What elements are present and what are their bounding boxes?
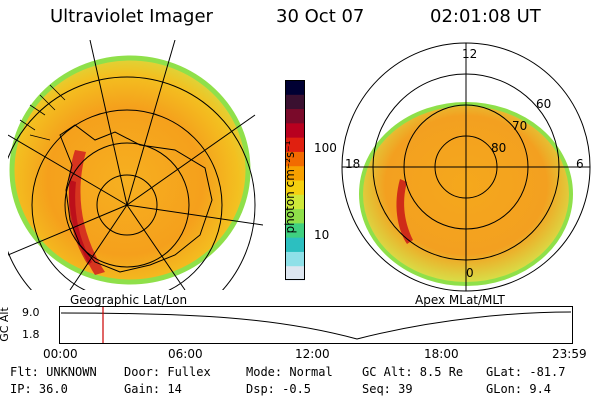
mlt-label-18: 18 [345, 157, 361, 171]
colorbar-band [285, 194, 305, 210]
colorbar-band [285, 222, 305, 238]
left-panel-caption: Geographic Lat/Lon [70, 293, 188, 307]
gain-value: Gain: 14 [124, 382, 182, 396]
colorbar-band [285, 165, 305, 181]
dsp-value: Dsp: -0.5 [246, 382, 312, 396]
auroral-oval-dusk [68, 150, 105, 275]
observation-time: 02:01:08 UT [430, 6, 541, 27]
colorbar-unit-label: photon cm⁻²s⁻¹ [283, 140, 297, 234]
colorbar-band [285, 265, 305, 281]
geographic-image [8, 40, 263, 290]
mlt-label-12: 12 [462, 47, 478, 61]
time-tick-1800: 18:00 [424, 347, 459, 361]
colorbar-band [285, 180, 305, 195]
glat-value: GLat: -81.7 [486, 365, 566, 379]
magnetic-image [341, 42, 591, 292]
ip-value: IP: 36.0 [10, 382, 68, 396]
colorbar-band [285, 208, 305, 224]
altitude-curve [60, 311, 572, 340]
right-panel-caption: Apex MLat/MLT [415, 293, 505, 307]
mlt-label-0: 0 [466, 266, 474, 280]
colorbar-band [285, 108, 305, 124]
colorbar-band [285, 80, 305, 95]
colorbar-band [285, 237, 305, 252]
mlt-label-6: 6 [576, 157, 584, 171]
altitude-plot [59, 306, 573, 344]
time-tick-0000: 00:00 [43, 347, 78, 361]
glon-value: GLon: 9.4 [486, 382, 552, 396]
time-tick-2359: 23:59 [552, 347, 587, 361]
colorbar-band [285, 122, 305, 138]
altitude-tick-low: 1.8 [22, 328, 40, 341]
colorbar-band [285, 94, 305, 110]
observation-date: 30 Oct 07 [276, 6, 365, 27]
gc-alt-value: GC Alt: 8.5 Re [362, 365, 464, 379]
flight-mode: Flt: UNKNOWN [10, 365, 97, 379]
colorbar-tick-100: 100 [314, 141, 337, 155]
colorbar-tick-10: 10 [314, 228, 330, 242]
lat-label-60: 60 [536, 97, 552, 111]
altitude-tick-high: 9.0 [22, 306, 40, 319]
time-tick-1200: 12:00 [295, 347, 330, 361]
lat-label-70: 70 [512, 119, 528, 133]
color-bar [285, 80, 305, 281]
auroral-oval-dusk [396, 179, 413, 244]
altitude-ylabel: GC Alt [0, 307, 11, 342]
colorbar-band [285, 251, 305, 267]
door-state: Door: Fullex [124, 365, 211, 379]
emission-disk [12, 58, 248, 282]
colorbar-band [285, 151, 305, 167]
lat-label-80: 80 [491, 141, 507, 155]
continent-outline [59, 124, 213, 273]
seq-value: Seq: 39 [362, 382, 413, 396]
instrument-title: Ultraviolet Imager [50, 6, 213, 27]
mode-value: Mode: Normal [246, 365, 333, 379]
colorbar-band [285, 137, 305, 152]
time-tick-0600: 06:00 [168, 347, 203, 361]
